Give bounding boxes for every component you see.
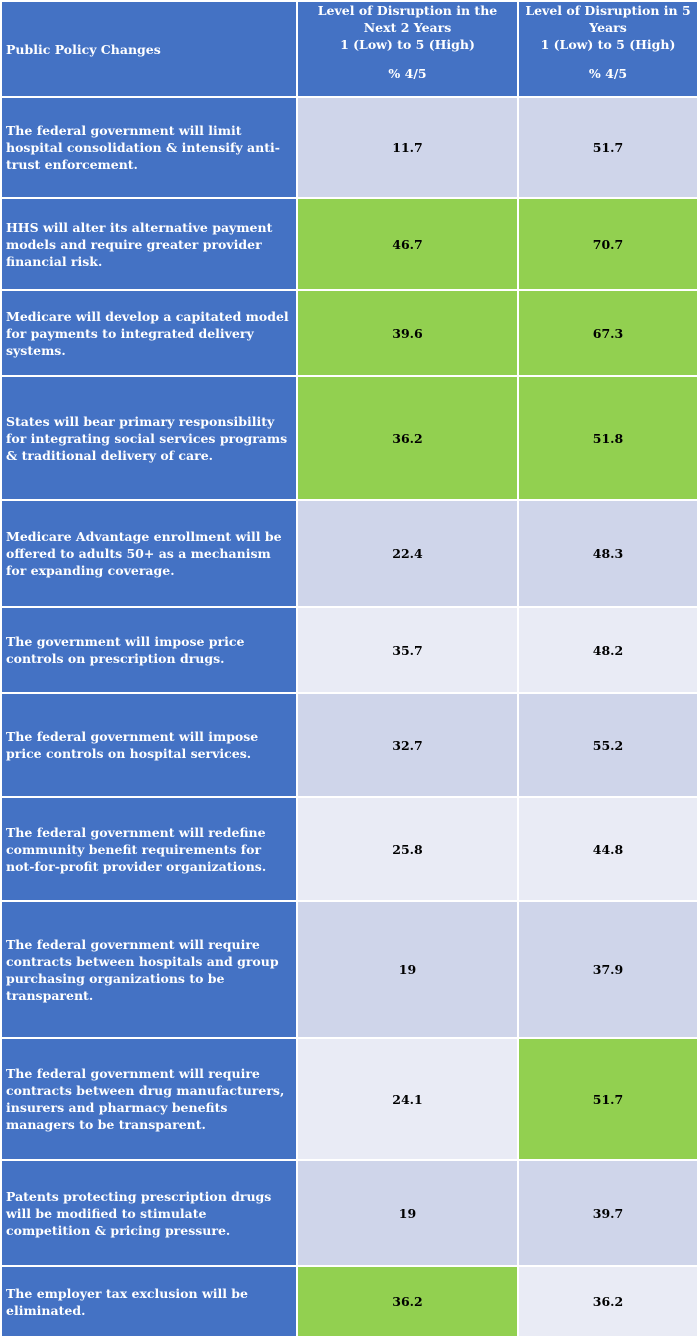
- table-row: Medicare will develop a capitated model …: [0, 289, 697, 377]
- policy-cell: The federal government will redefine com…: [0, 796, 298, 902]
- policy-cell: Patents protecting prescription drugs wi…: [0, 1159, 298, 1267]
- table-row: Patents protecting prescription drugs wi…: [0, 1159, 697, 1267]
- table-row: The federal government will redefine com…: [0, 796, 697, 902]
- header-row: Public Policy Changes Level of Disruptio…: [0, 0, 697, 98]
- two-year-value: 35.7: [296, 606, 519, 694]
- two-year-value: 36.2: [296, 1265, 519, 1338]
- policy-cell: States will bear primary responsibility …: [0, 375, 298, 501]
- two-year-value: 19: [296, 1159, 519, 1267]
- five-year-value: 51.7: [517, 1037, 697, 1161]
- policy-cell: The government will impose price control…: [0, 606, 298, 694]
- two-year-header-line3: 1 (Low) to 5 (High): [340, 37, 475, 52]
- policy-column-header: Public Policy Changes: [0, 0, 298, 98]
- five-year-header-line1: Level of Disruption in 5: [525, 3, 691, 18]
- table-row: The federal government will impose price…: [0, 692, 697, 798]
- five-year-value: 44.8: [517, 796, 697, 902]
- two-year-value: 36.2: [296, 375, 519, 501]
- five-year-header-line3: 1 (Low) to 5 (High): [540, 37, 676, 52]
- five-year-header-unit: % 4/5: [588, 66, 628, 81]
- five-year-value: 70.7: [517, 197, 697, 291]
- five-year-value: 55.2: [517, 692, 697, 798]
- two-year-column-header: Level of Disruption in the Next 2 Years …: [296, 0, 519, 98]
- five-year-value: 51.7: [517, 96, 697, 199]
- policy-cell: The federal government will require cont…: [0, 1037, 298, 1161]
- policy-cell: Medicare will develop a capitated model …: [0, 289, 298, 377]
- policy-cell: HHS will alter its alternative payment m…: [0, 197, 298, 291]
- five-year-value: 37.9: [517, 900, 697, 1039]
- policy-cell: The employer tax exclusion will be elimi…: [0, 1265, 298, 1338]
- two-year-value: 11.7: [296, 96, 519, 199]
- table-row: The employer tax exclusion will be elimi…: [0, 1265, 697, 1338]
- table-row: The federal government will require cont…: [0, 900, 697, 1039]
- five-year-header-line2: Years: [589, 20, 627, 35]
- two-year-value: 25.8: [296, 796, 519, 902]
- table-row: HHS will alter its alternative payment m…: [0, 197, 697, 291]
- two-year-value: 19: [296, 900, 519, 1039]
- five-year-value: 51.8: [517, 375, 697, 501]
- table-row: The government will impose price control…: [0, 606, 697, 694]
- five-year-value: 48.3: [517, 499, 697, 608]
- two-year-value: 32.7: [296, 692, 519, 798]
- two-year-value: 39.6: [296, 289, 519, 377]
- two-year-header-line1: Level of Disruption in the: [317, 3, 498, 18]
- policy-cell: The federal government will impose price…: [0, 692, 298, 798]
- policy-cell: The federal government will limit hospit…: [0, 96, 298, 199]
- two-year-header-line2: Next 2 Years: [363, 20, 452, 35]
- five-year-value: 39.7: [517, 1159, 697, 1267]
- table-row: The federal government will require cont…: [0, 1037, 697, 1161]
- two-year-value: 46.7: [296, 197, 519, 291]
- policy-cell: The federal government will require cont…: [0, 900, 298, 1039]
- five-year-column-header: Level of Disruption in 5 Years 1 (Low) t…: [517, 0, 697, 98]
- table-row: The federal government will limit hospit…: [0, 96, 697, 199]
- table-row: Medicare Advantage enrollment will be of…: [0, 499, 697, 608]
- table-row: States will bear primary responsibility …: [0, 375, 697, 501]
- two-year-value: 22.4: [296, 499, 519, 608]
- two-year-header-unit: % 4/5: [388, 66, 427, 81]
- five-year-value: 67.3: [517, 289, 697, 377]
- two-year-value: 24.1: [296, 1037, 519, 1161]
- five-year-value: 48.2: [517, 606, 697, 694]
- policy-cell: Medicare Advantage enrollment will be of…: [0, 499, 298, 608]
- five-year-value: 36.2: [517, 1265, 697, 1338]
